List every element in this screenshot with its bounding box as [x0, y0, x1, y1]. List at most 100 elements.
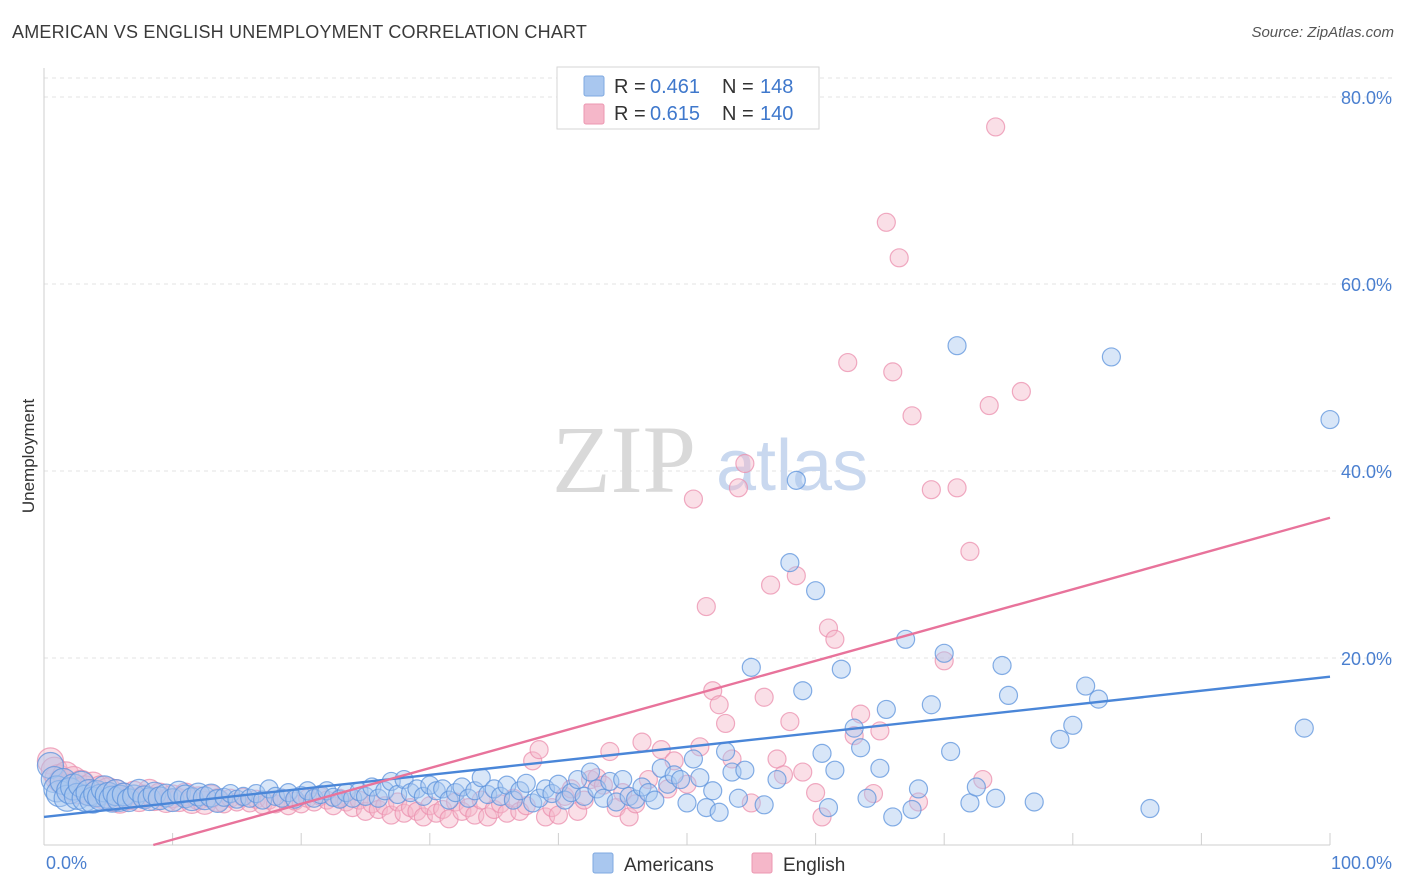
data-point	[908, 792, 929, 812]
y-tick-label: 60.0%	[1341, 275, 1392, 295]
legend-swatch-americans	[583, 75, 605, 97]
grid-lines	[44, 77, 1392, 659]
data-point	[458, 788, 478, 808]
data-point	[986, 788, 1006, 808]
data-point	[870, 758, 890, 778]
data-point	[1320, 409, 1340, 430]
data-point	[722, 749, 742, 769]
data-point	[844, 726, 864, 746]
data-point	[805, 783, 826, 803]
data-point	[670, 769, 691, 790]
data-point	[439, 790, 459, 810]
y-tick-labels: 20.0% 40.0% 60.0% 80.0%	[1341, 88, 1392, 669]
data-point	[677, 793, 697, 813]
x-tick-label: 100.0%	[1331, 853, 1392, 873]
data-point	[754, 687, 774, 707]
data-point	[703, 781, 723, 801]
data-point	[638, 769, 659, 790]
data-point	[793, 762, 813, 782]
series-legend: Americans English	[592, 852, 845, 876]
x-tick-label: 0.0%	[46, 853, 87, 873]
data-point	[516, 773, 536, 793]
data-point	[1024, 792, 1044, 812]
data-point	[167, 780, 192, 805]
data-point	[580, 762, 601, 782]
data-point	[831, 659, 851, 679]
data-point	[625, 794, 646, 814]
correlation-legend: R = 0.461 N = 148 R = 0.615 N = 140	[556, 66, 820, 130]
data-point	[825, 760, 845, 780]
x-tick-labels: 0.0% 100.0%	[46, 853, 1392, 873]
data-point	[780, 711, 800, 732]
data-point	[876, 212, 896, 232]
data-point	[658, 774, 678, 794]
data-point	[368, 788, 388, 808]
data-point	[407, 779, 427, 799]
data-point	[851, 704, 871, 724]
data-point	[484, 779, 504, 799]
legend-n-label-2: N =	[722, 103, 754, 125]
legend-r-label-1: R =	[614, 76, 646, 98]
data-point	[851, 738, 871, 758]
data-point	[986, 117, 1006, 137]
data-point	[973, 769, 993, 790]
data-point	[947, 478, 967, 498]
data-point	[529, 788, 549, 808]
legend-swatch-english	[583, 103, 605, 125]
data-point	[696, 596, 716, 617]
y-tick-label: 80.0%	[1341, 88, 1392, 108]
bottom-legend-swatch-english	[751, 852, 773, 874]
data-point	[1101, 347, 1121, 367]
trend-line-americans	[43, 675, 1331, 819]
watermark-atlas: atlas	[716, 426, 868, 506]
data-point	[1140, 798, 1160, 819]
data-point	[478, 807, 498, 827]
data-point	[452, 777, 472, 797]
data-point	[902, 406, 922, 426]
english-points	[36, 117, 1031, 829]
y-tick-label: 20.0%	[1341, 649, 1392, 669]
data-point	[754, 795, 774, 815]
data-point	[825, 629, 845, 649]
data-point	[934, 651, 954, 671]
bottom-legend-swatch-americans	[592, 852, 614, 874]
data-point	[1076, 676, 1096, 696]
data-point	[426, 781, 446, 801]
data-point	[998, 685, 1019, 706]
data-point	[941, 741, 961, 762]
data-point	[908, 779, 929, 799]
data-point	[632, 732, 652, 752]
legend-r-value-1: 0.461	[650, 76, 700, 98]
data-point	[253, 790, 273, 810]
data-point	[992, 655, 1012, 676]
watermark: ZIP atlas	[552, 406, 868, 513]
data-point	[812, 743, 832, 763]
data-point	[600, 741, 620, 762]
data-point	[735, 453, 755, 474]
legend-n-value-2: 140	[760, 103, 793, 125]
data-point	[805, 581, 826, 601]
data-point	[876, 699, 896, 720]
data-point	[838, 352, 858, 373]
data-point	[638, 783, 659, 803]
data-point	[741, 657, 761, 677]
data-point	[960, 541, 980, 562]
data-point	[735, 760, 755, 780]
data-point	[760, 575, 781, 595]
chart-title: AMERICAN VS ENGLISH UNEMPLOYMENT CORRELA…	[12, 22, 588, 42]
data-point	[966, 777, 986, 797]
data-point	[793, 681, 813, 701]
data-point	[934, 643, 954, 663]
watermark-zip: ZIP	[552, 406, 696, 513]
data-point	[715, 713, 736, 734]
data-point	[433, 779, 453, 799]
data-point	[786, 470, 806, 490]
legend-n-label-1: N =	[722, 76, 754, 98]
data-point	[375, 796, 395, 816]
data-point	[818, 797, 839, 818]
data-point	[728, 478, 749, 498]
data-point	[1088, 689, 1109, 709]
data-point	[883, 362, 903, 382]
data-point	[555, 790, 575, 810]
